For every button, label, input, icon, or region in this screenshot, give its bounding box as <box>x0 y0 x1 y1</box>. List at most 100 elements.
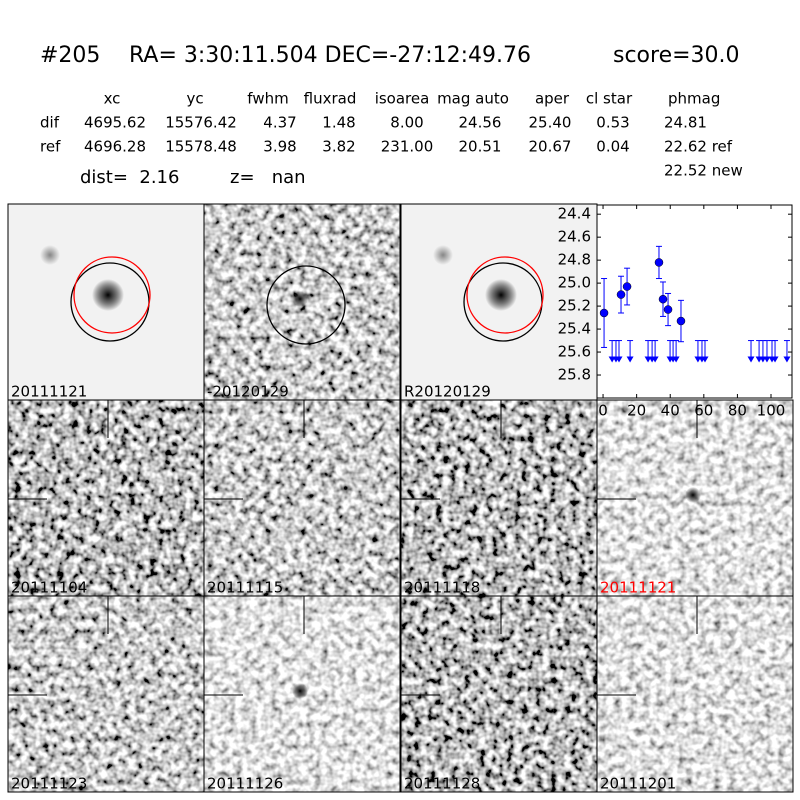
limit-marker <box>626 356 634 363</box>
source <box>485 279 517 311</box>
x-tick-label: 0 <box>598 402 608 420</box>
image <box>8 596 204 792</box>
panels: 20111121 -20120129 R20120129 20111104 201111… <box>7 203 794 793</box>
panel-label: 20111115 <box>207 579 283 597</box>
point <box>616 290 626 299</box>
panel-label: 20111121 <box>600 579 676 597</box>
y-tick-label: 25.4 <box>558 320 591 338</box>
x-tick-label: 60 <box>694 402 713 420</box>
column-header: yc <box>186 90 203 108</box>
table-cell: 4695.62 <box>84 114 146 132</box>
candidate-id: #205 <box>40 43 100 68</box>
row-label: ref <box>40 138 61 156</box>
panel-label: 20111123 <box>11 775 87 793</box>
x-tick-label: 100 <box>757 402 786 420</box>
panel-label: 20111128 <box>404 775 480 793</box>
image <box>401 400 597 596</box>
table-cell: 20.67 <box>529 138 572 156</box>
point <box>663 305 673 314</box>
panel-label: 20111104 <box>11 579 87 597</box>
source <box>292 683 308 699</box>
distance: dist= 2.16 <box>80 167 179 188</box>
column-header: aper <box>535 90 570 108</box>
point <box>676 316 686 326</box>
image <box>204 596 400 792</box>
table-cell: 20.51 <box>459 138 502 156</box>
faint-source <box>40 245 60 265</box>
table-cell: 0.53 <box>596 114 629 132</box>
table-cell: 8.00 <box>390 114 423 132</box>
column-header: cl star <box>586 90 633 108</box>
new-mag: 22.52 new <box>664 162 743 180</box>
image-panel: 20111128 <box>400 595 598 793</box>
table-cell: 231.00 <box>381 138 434 156</box>
noise <box>401 596 597 792</box>
limit-marker <box>783 356 791 363</box>
plot-area <box>596 204 793 399</box>
noise <box>204 400 400 596</box>
image-panel: 20111121 <box>596 399 794 597</box>
image <box>204 204 400 400</box>
panel-label: 20111121 <box>11 383 87 401</box>
table-cell: 25.40 <box>529 114 572 132</box>
noise <box>8 400 204 596</box>
x-tick-label: 40 <box>661 402 680 420</box>
source <box>92 279 124 311</box>
y-tick-label: 25.8 <box>558 366 591 384</box>
noise <box>8 596 204 792</box>
point <box>654 258 664 267</box>
panel-label: R20120129 <box>404 383 491 401</box>
table-cell: 3.82 <box>322 138 355 156</box>
limit-marker <box>651 356 659 363</box>
coordinates: RA= 3:30:11.504 DEC=-27:12:49.76 <box>129 43 531 68</box>
y-tick-label: 25.6 <box>558 343 591 361</box>
y-tick-label: 24.4 <box>558 205 591 223</box>
limit-marker <box>763 356 771 363</box>
table-cell: 24.81 <box>664 114 707 132</box>
y-tick-label: 24.8 <box>558 251 591 269</box>
noise <box>597 596 793 792</box>
image <box>597 400 793 596</box>
aperture <box>266 265 346 345</box>
table-cell: 1.48 <box>322 114 355 132</box>
noise <box>401 400 597 596</box>
limit-marker <box>771 356 779 363</box>
faint-source <box>433 245 453 265</box>
column-header: isoarea <box>375 90 430 108</box>
panel-frame <box>596 595 794 793</box>
y-tick-label: 25.2 <box>558 297 591 315</box>
ref-aperture <box>466 256 544 334</box>
image <box>8 204 204 400</box>
image <box>204 400 400 596</box>
panel-label: 20111126 <box>207 775 283 793</box>
row-label: dif <box>40 114 60 132</box>
panel-label: -20120129 <box>207 383 289 401</box>
x-tick-label: 80 <box>728 402 747 420</box>
panel-label: 20111118 <box>404 579 480 597</box>
limit-marker <box>615 356 623 363</box>
panel-label: 20111201 <box>600 775 676 793</box>
image-panel: 20111115 <box>203 399 401 597</box>
table: xc yc fwhm fluxrad isoarea mag auto aper cl sta… <box>40 90 733 156</box>
y-tick-label: 25.0 <box>558 274 591 292</box>
limit-marker <box>672 356 680 363</box>
table-cell: 3.98 <box>263 138 296 156</box>
table-cell: 15578.48 <box>165 138 237 156</box>
table-cell: 4.37 <box>263 114 296 132</box>
x-tick-label: 20 <box>627 402 646 420</box>
point <box>599 308 609 318</box>
redshift: z= nan <box>230 167 306 188</box>
image <box>597 596 793 792</box>
ref-aperture <box>73 256 151 334</box>
image <box>401 596 597 792</box>
image-panel: 20111118 <box>400 399 598 597</box>
table-cell: 0.04 <box>596 138 629 156</box>
point <box>622 282 632 291</box>
table-cell: 4696.28 <box>84 138 146 156</box>
image-panel: R20120129 <box>400 203 598 401</box>
image-panel: 20111123 <box>7 595 205 793</box>
image <box>8 400 204 596</box>
column-header: fluxrad <box>304 90 357 108</box>
score: score=30.0 <box>613 43 740 68</box>
